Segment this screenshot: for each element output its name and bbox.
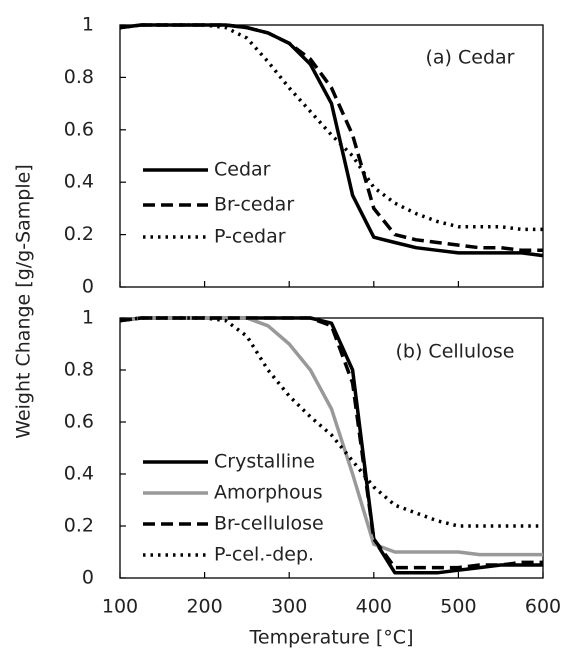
x-tick-label: 600: [525, 596, 561, 618]
data-line: [119, 23, 544, 258]
y-tick-label: 0.6: [64, 118, 94, 140]
y-tick-label: 0.2: [64, 515, 94, 537]
y-axis-label: Weight Change [g/g-Sample]: [13, 164, 35, 438]
plot-frame: [119, 24, 544, 288]
legend-label: Amorphous: [214, 482, 323, 504]
y-tick-label: 0.6: [64, 411, 94, 433]
x-axis-label: Temperature [°C]: [249, 627, 414, 649]
legend-label: Crystalline: [214, 451, 315, 473]
y-tick-label: 0.8: [64, 359, 94, 381]
data-line: [119, 316, 543, 570]
y-tick-label: 0.2: [64, 223, 94, 245]
legend-label: Br-cedar: [214, 194, 294, 216]
data-line: [119, 316, 543, 557]
y-tick-label: 0: [82, 567, 94, 589]
x-tick-label: 200: [186, 596, 222, 618]
panel-annotation: (b) Cellulose: [396, 341, 515, 363]
legend-label: Cedar: [214, 159, 271, 181]
y-tick-label: 1: [82, 307, 94, 329]
y-tick-label: 0.4: [64, 171, 94, 193]
y-tick-label: 1: [82, 14, 94, 36]
data-line: [119, 23, 543, 253]
y-tick-label: 0: [82, 276, 94, 298]
y-tick-label: 0.8: [64, 66, 94, 88]
panel-annotation: (a) Cedar: [426, 47, 515, 69]
legend-label: P-cel.-dep.: [214, 544, 314, 566]
plot-frame: [119, 317, 544, 579]
y-tick-label: 0.4: [64, 463, 94, 485]
x-tick-label: 100: [102, 596, 138, 618]
legend-label: Br-cellulose: [214, 513, 324, 535]
x-tick-label: 400: [356, 596, 392, 618]
legend-label: P-cedar: [214, 226, 286, 248]
x-tick-label: 500: [440, 596, 476, 618]
data-line: [119, 316, 543, 528]
x-tick-label: 300: [271, 596, 307, 618]
